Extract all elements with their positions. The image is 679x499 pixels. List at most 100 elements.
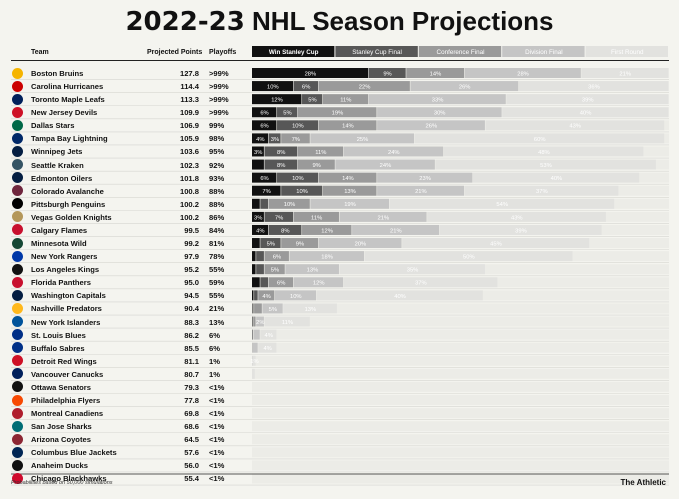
bar-segment (318, 172, 377, 183)
bar-data-label: 21% (415, 189, 427, 195)
bar-data-label: 9% (312, 163, 320, 169)
bar-segment (264, 316, 310, 327)
bar-data-label: 8% (281, 228, 289, 234)
bar-segment (256, 316, 264, 327)
team-logo-icon (12, 276, 23, 288)
projected-points: 113.3 (180, 95, 199, 105)
bar-data-label: 21% (378, 215, 390, 221)
projected-points: 88.3 (184, 317, 199, 327)
team-logo-icon (12, 302, 23, 314)
bar-data-label: 13% (307, 268, 319, 274)
bar-segment (343, 277, 498, 288)
playoff-odds: 88% (209, 186, 225, 196)
team-name: Toronto Maple Leafs (31, 95, 105, 105)
bar-segment (285, 264, 339, 275)
bar-segment (252, 224, 269, 235)
playoff-odds: 21% (209, 304, 225, 314)
projected-points: 55.4 (184, 474, 199, 484)
bar-segment (252, 198, 260, 209)
team-name: Edmonton Oilers (31, 173, 93, 183)
bar-data-label: 4% (262, 294, 270, 300)
bar-segment (389, 198, 615, 209)
bar-data-label: 10% (284, 202, 296, 208)
bar-data-label: 19% (332, 111, 344, 117)
bar-segment (258, 342, 277, 353)
team-name: Winnipeg Jets (31, 147, 83, 157)
team-name: Nashville Predators (31, 304, 102, 314)
bar-background (252, 473, 669, 484)
playoff-odds: 99% (209, 121, 225, 131)
playoff-odds: 93% (209, 173, 225, 183)
playoff-odds: 1% (209, 356, 220, 366)
title-year: 2022-23 (125, 7, 245, 37)
projected-points: 100.2 (179, 212, 199, 222)
team-name: Pittsburgh Penguins (31, 199, 106, 209)
bar-segment (439, 224, 602, 235)
legend-swatch (335, 46, 418, 57)
bar-background (252, 342, 669, 353)
bar-data-label: 39% (515, 228, 527, 234)
playoff-odds: <1% (209, 382, 225, 392)
playoff-odds: <1% (209, 409, 225, 419)
legend-label: Conference Final (437, 49, 485, 56)
bar-segment (297, 146, 344, 157)
bar-data-label: 5% (308, 98, 316, 104)
team-name: Buffalo Sabres (31, 343, 85, 353)
projected-points: 95.2 (184, 265, 199, 275)
playoffs-column-header: Playoffs (209, 49, 237, 56)
team-logo-icon (12, 472, 23, 484)
team-logo-icon (12, 185, 23, 197)
team-name: St. Louis Blues (31, 330, 86, 340)
bar-data-label: 19% (344, 202, 356, 208)
bar-data-label: 43% (569, 124, 581, 130)
projected-points: 86.2 (184, 330, 199, 340)
bar-segment (352, 224, 440, 235)
playoff-odds: 55% (209, 291, 225, 301)
brand-credit: The Athletic (620, 478, 666, 487)
bar-segment (252, 133, 269, 144)
playoff-odds: <1% (209, 435, 225, 445)
bar-data-label: 4% (263, 346, 271, 352)
projected-points: 94.5 (184, 291, 199, 301)
bar-data-label: 37% (415, 281, 427, 287)
bar-segment (506, 94, 669, 105)
bar-segment (252, 94, 302, 105)
bar-segment (406, 68, 465, 78)
bar-data-label: 9% (383, 71, 391, 77)
bar-data-label: 33% (432, 98, 444, 104)
bar-segment (310, 198, 390, 209)
bar-data-label: 3% (254, 150, 262, 156)
bar-data-label: 5% (271, 268, 279, 274)
bar-segment (318, 120, 377, 131)
bar-data-label: 11% (340, 98, 351, 104)
projected-points: 69.8 (184, 409, 199, 419)
playoff-odds: >99% (209, 95, 229, 105)
team-logo-icon (12, 289, 23, 301)
team-name: Anaheim Ducks (31, 461, 88, 471)
bar-data-label: 2% (256, 320, 264, 326)
projected-points: 90.4 (184, 304, 199, 314)
bar-data-label: 5% (267, 241, 275, 247)
team-name: Tampa Bay Lightning (31, 134, 108, 144)
bar-data-label: 10% (292, 176, 304, 182)
projected-points: 77.8 (184, 396, 199, 405)
bar-segment (264, 146, 298, 157)
team-logo-icon (12, 80, 23, 92)
bar-segment (274, 290, 317, 301)
team-name: Vancouver Canucks (31, 369, 104, 379)
projected-points: 64.5 (184, 435, 199, 445)
bar-segment (254, 290, 258, 301)
bar-segment (502, 107, 669, 118)
projected-points: 95.0 (184, 278, 199, 288)
projected-points: 106.9 (179, 121, 199, 131)
bar-segment (281, 133, 310, 144)
bar-data-label: 40% (551, 176, 563, 182)
bar-segment (289, 251, 364, 262)
bar-data-label: 28% (517, 71, 529, 77)
bar-segment (410, 81, 519, 92)
bar-data-label: 11% (315, 150, 326, 156)
bar-segment (260, 277, 269, 288)
team-name: New York Islanders (31, 317, 101, 327)
team-logo-icon (12, 459, 23, 471)
bar-segment (260, 329, 277, 340)
